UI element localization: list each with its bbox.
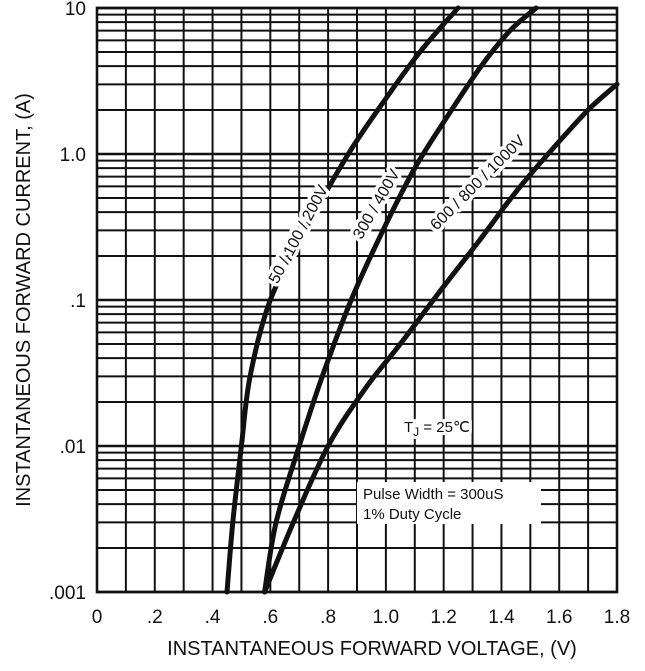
- x-tick-label: 1.0: [373, 607, 399, 628]
- y-tick-label: .01: [60, 437, 86, 458]
- series-line-50-100-200v: [224, 5, 461, 595]
- series-line-300-400v: [262, 5, 539, 595]
- y-tick-label: 1.0: [60, 145, 86, 166]
- y-tick-label: 10: [65, 0, 86, 20]
- series-line-600-800-1000v: [262, 81, 620, 595]
- curves: [224, 5, 620, 595]
- pulse-width-annotation: Pulse Width = 300uS: [363, 486, 504, 503]
- x-tick-label: 1.4: [488, 607, 515, 628]
- x-tick-label: 1.8: [604, 607, 630, 628]
- x-tick-label: .4: [205, 607, 221, 628]
- y-tick-label: .001: [49, 583, 86, 604]
- duty-cycle-annotation: 1% Duty Cycle: [363, 506, 461, 523]
- x-tick-label: .2: [147, 607, 163, 628]
- x-tick-label: .6: [262, 607, 278, 628]
- x-tick-label: 1.6: [546, 607, 572, 628]
- y-axis-title: INSTANTANEOUS FORWARD CURRENT, (A): [13, 93, 35, 507]
- temperature-annotation: TJ = 25℃: [404, 419, 470, 439]
- x-axis-title: INSTANTANEOUS FORWARD VOLTAGE, (V): [167, 638, 577, 660]
- x-tick-label: 1.2: [430, 607, 456, 628]
- x-tick-label: .8: [320, 607, 336, 628]
- labels: 50 / 100 / 200V 300 / 400V 600 / 800 / 100…: [13, 0, 630, 660]
- x-tick-label: 0: [92, 607, 103, 628]
- plot-frame: [95, 6, 619, 594]
- y-tick-label: .1: [70, 291, 86, 312]
- pulse-note-background: [357, 482, 541, 524]
